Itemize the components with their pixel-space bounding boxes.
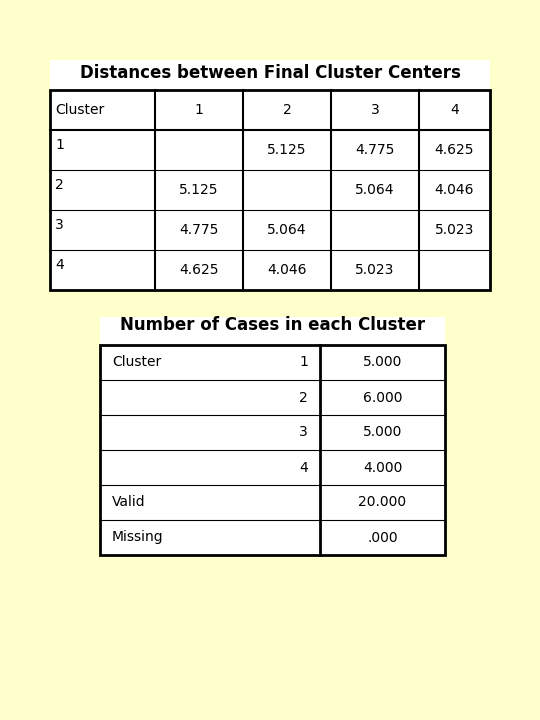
Text: 5.064: 5.064 — [355, 183, 395, 197]
Text: 6.000: 6.000 — [363, 390, 402, 405]
Text: Valid: Valid — [112, 495, 146, 510]
Bar — [100, 317, 445, 345]
Text: 4.046: 4.046 — [435, 183, 474, 197]
Text: 2: 2 — [282, 103, 292, 117]
Text: 4.775: 4.775 — [179, 223, 219, 237]
Text: 5.064: 5.064 — [267, 223, 307, 237]
Text: 3: 3 — [370, 103, 380, 117]
Text: 3: 3 — [299, 426, 308, 439]
Text: 2: 2 — [55, 178, 64, 192]
Text: 5.023: 5.023 — [435, 223, 474, 237]
Text: 4: 4 — [55, 258, 64, 272]
Text: Missing: Missing — [112, 531, 164, 544]
Text: 5.125: 5.125 — [267, 143, 307, 157]
Text: Cluster: Cluster — [112, 356, 161, 369]
Text: 4: 4 — [299, 461, 308, 474]
Text: 4.625: 4.625 — [179, 263, 219, 277]
Text: .000: .000 — [367, 531, 398, 544]
Text: 1: 1 — [299, 356, 308, 369]
Bar — [100, 345, 445, 555]
Text: Number of Cases in each Cluster: Number of Cases in each Cluster — [120, 316, 425, 334]
Text: 5.023: 5.023 — [355, 263, 395, 277]
Text: 4.625: 4.625 — [435, 143, 474, 157]
Text: 4.000: 4.000 — [363, 461, 402, 474]
Text: 4: 4 — [450, 103, 459, 117]
Text: 5.125: 5.125 — [179, 183, 219, 197]
Text: Cluster: Cluster — [55, 103, 104, 117]
Bar — [50, 60, 490, 90]
Text: 1: 1 — [194, 103, 204, 117]
Text: 1: 1 — [55, 138, 64, 152]
Text: 2: 2 — [299, 390, 308, 405]
Text: 20.000: 20.000 — [359, 495, 407, 510]
Text: 3: 3 — [55, 218, 64, 232]
Text: 4.046: 4.046 — [267, 263, 307, 277]
Text: 4.775: 4.775 — [355, 143, 395, 157]
Text: 5.000: 5.000 — [363, 356, 402, 369]
Text: 5.000: 5.000 — [363, 426, 402, 439]
Text: Distances between Final Cluster Centers: Distances between Final Cluster Centers — [79, 64, 461, 82]
Bar — [50, 90, 490, 290]
